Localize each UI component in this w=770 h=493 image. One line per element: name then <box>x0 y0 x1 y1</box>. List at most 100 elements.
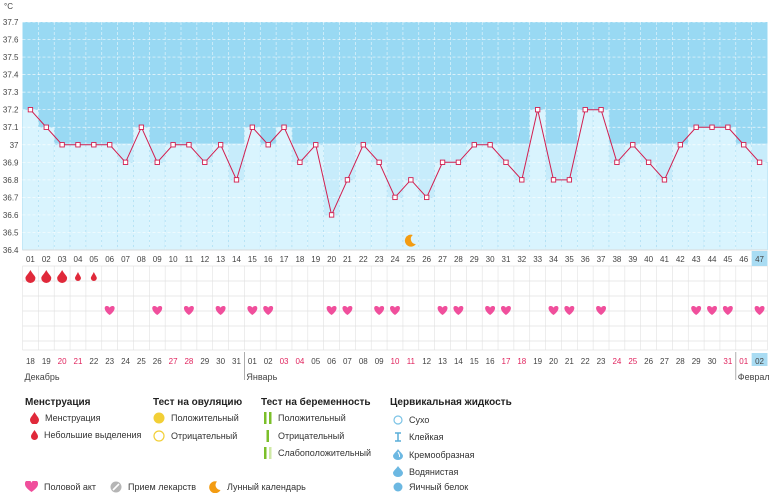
temperature-bar <box>450 162 467 251</box>
temperature-point <box>313 142 319 148</box>
blood-drop-icon <box>41 270 52 283</box>
legend-title-pregnancy-test: Тест на беременность <box>261 397 371 408</box>
y-tick-label: 36.6 <box>3 211 19 220</box>
temperature-point <box>677 142 683 148</box>
calendar-date-label: 30 <box>216 357 225 366</box>
heart-icon <box>25 481 38 492</box>
temperature-bar <box>513 179 531 251</box>
heart-icon <box>453 306 464 315</box>
y-tick-label: 37.5 <box>3 53 19 62</box>
heart-icon <box>548 306 559 315</box>
temperature-bar <box>418 197 435 251</box>
y-tick-label: 37.4 <box>3 71 19 80</box>
y-tick-label: 37.3 <box>3 88 19 97</box>
legend-title-ovulation-test: Тест на овуляцию <box>153 397 243 408</box>
cycle-day-label: 35 <box>565 255 574 264</box>
cycle-day-label: 41 <box>660 255 669 264</box>
calendar-date-label: 22 <box>89 357 98 366</box>
temperature-point <box>360 142 366 148</box>
temperature-bar <box>275 126 293 251</box>
calendar-date-label: 18 <box>517 357 526 366</box>
y-tick-label: 36.9 <box>3 158 19 167</box>
y-tick-label: 36.7 <box>3 193 19 202</box>
calendar-date-label: 04 <box>295 357 304 366</box>
heart-icon <box>596 306 607 315</box>
calendar-date-label: 23 <box>597 357 606 366</box>
temperature-point <box>59 142 65 148</box>
heart-icon <box>104 306 115 315</box>
heart-icon <box>152 306 163 315</box>
cycle-day-label: 28 <box>454 255 463 264</box>
temperature-point <box>202 159 208 165</box>
positive-circle-icon <box>153 412 165 424</box>
cycle-day-label: 47 <box>755 255 764 264</box>
calendar-date-label: 30 <box>708 357 717 366</box>
temperature-point <box>645 159 652 165</box>
calendar-date-label: 05 <box>311 357 320 366</box>
heart-icon <box>564 306 575 315</box>
temperature-point <box>455 159 462 165</box>
temperature-bar <box>592 109 610 251</box>
temperature-point <box>550 177 557 183</box>
temperature-bar <box>497 162 515 251</box>
temperature-point <box>408 177 414 183</box>
legend-title-menstruation: Менструация <box>25 397 91 408</box>
calendar-date-label: 31 <box>723 357 732 366</box>
pill-icon <box>110 481 122 493</box>
temperature-point <box>630 142 636 148</box>
month-label: Декабрь <box>25 372 60 382</box>
calendar-date-label: 06 <box>327 357 336 366</box>
cycle-day-label: 18 <box>295 255 304 264</box>
temperature-point <box>392 194 398 201</box>
cycle-day-label: 24 <box>391 255 400 264</box>
two-lines-icon <box>264 412 272 424</box>
cycle-day-label: 20 <box>327 255 336 264</box>
temperature-point <box>709 124 715 130</box>
calendar-date-label: 01 <box>248 357 257 366</box>
temperature-bar <box>133 126 150 251</box>
calendar-date-label: 26 <box>153 357 162 366</box>
heart-icon <box>754 306 765 315</box>
cycle-day-label: 08 <box>137 255 146 264</box>
cycle-day-label: 36 <box>581 255 590 264</box>
heart-icon <box>485 306 496 315</box>
calendar-date-label: 12 <box>422 357 431 366</box>
cycle-day-label: 30 <box>486 255 495 264</box>
cycle-day-label: 25 <box>406 255 415 264</box>
heart-icon <box>247 306 258 315</box>
calendar-date-label: 08 <box>359 357 368 366</box>
temperature-bar <box>751 162 768 251</box>
cycle-day-label: 40 <box>644 255 653 264</box>
month-label: Январь <box>246 372 277 382</box>
temperature-point <box>281 124 287 130</box>
calendar-date-label: 19 <box>533 357 542 366</box>
heart-icon <box>263 306 274 315</box>
temperature-point <box>217 142 224 148</box>
calendar-date-label: 19 <box>42 357 51 366</box>
cycle-day-label: 13 <box>216 255 225 264</box>
y-tick-label: 37.6 <box>3 36 19 45</box>
one-line-icon <box>266 430 269 442</box>
legend-pregnancy-positive-label: Положительный <box>278 413 346 423</box>
calendar-date-label: 25 <box>137 357 146 366</box>
legend-pregnancy-negative-label: Отрицательный <box>278 431 345 441</box>
temperature-point <box>535 107 541 113</box>
temperature-point <box>154 159 160 165</box>
calendar-date-label: 02 <box>755 357 764 366</box>
calendar-date-label: 07 <box>343 357 352 366</box>
temperature-point <box>328 212 335 218</box>
temperature-point <box>265 142 271 148</box>
temperature-point <box>598 107 604 113</box>
y-tick-label: 37.2 <box>3 106 19 115</box>
legend-intercourse-label: Половой акт <box>44 481 97 492</box>
y-tick-label: 37.7 <box>3 18 19 27</box>
cycle-day-label: 34 <box>549 255 558 264</box>
temperature-point <box>424 194 430 201</box>
cycle-day-label: 38 <box>612 255 621 264</box>
cycle-day-label: 11 <box>185 255 194 264</box>
temperature-point <box>693 124 699 130</box>
legend-fluid-watery-label: Водянистая <box>409 466 459 477</box>
temperature-point <box>297 159 303 165</box>
cycle-day-label: 37 <box>597 255 606 264</box>
heart-icon <box>183 306 194 315</box>
